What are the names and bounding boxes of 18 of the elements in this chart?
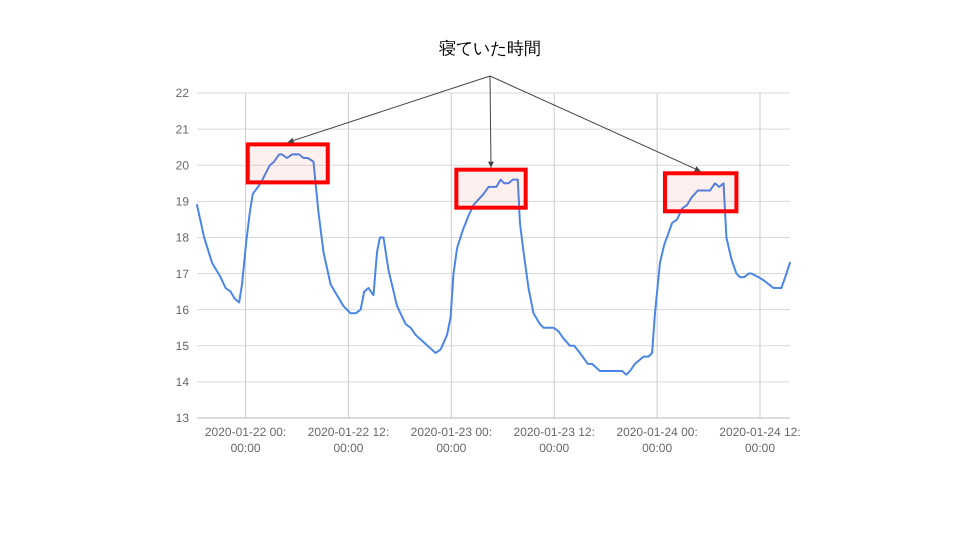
y-tick-label: 21 (176, 122, 190, 136)
x-tick-label: 2020-01-23 00:00:00 (410, 425, 492, 455)
x-tick-label: 2020-01-23 12:00:00 (514, 425, 595, 455)
y-tick-label: 22 (176, 86, 190, 100)
x-tick-label: 2020-01-22 00:00:00 (204, 425, 286, 455)
x-tick-label: 2020-01-24 12:00:00 (719, 425, 801, 455)
chart-title: 寝ていた時間 (439, 39, 541, 59)
y-tick-label: 16 (176, 302, 190, 317)
y-tick-label: 14 (176, 375, 190, 390)
y-tick-label: 19 (176, 194, 190, 209)
y-tick-label: 15 (176, 338, 190, 353)
y-tick-label: 17 (176, 266, 190, 281)
x-tick-label: 2020-01-22 12:00:00 (308, 425, 390, 455)
y-tick-label: 13 (176, 411, 190, 426)
x-tick-label: 2020-01-24 00:00:00 (616, 425, 698, 455)
line-series (196, 153, 791, 376)
y-tick-label: 18 (176, 230, 190, 245)
y-tick-label: 20 (176, 158, 190, 172)
